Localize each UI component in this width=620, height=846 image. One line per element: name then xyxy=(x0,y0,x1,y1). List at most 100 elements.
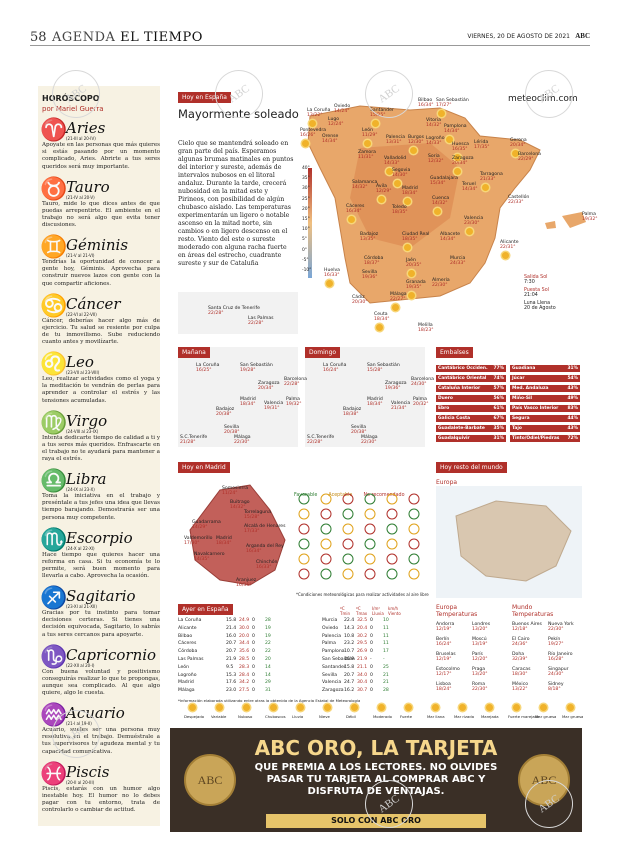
city-name: Barcelona xyxy=(284,377,307,382)
weather-legend-icon xyxy=(378,704,385,711)
city-name: Pekín xyxy=(548,637,561,642)
yesterday-value: 22 xyxy=(265,641,271,647)
sign-text: Toma la iniciativa en el trabajo y presé… xyxy=(42,493,160,521)
reservoir-row: Cataluña Interior 57% xyxy=(436,385,506,392)
city-name: Melilla xyxy=(418,323,433,328)
city-name: Doha xyxy=(512,652,525,657)
zodiac-icon: ♎ xyxy=(40,469,68,494)
reservoir-row: Guadalquivir 31% xyxy=(436,435,506,442)
city-name: Oviedo xyxy=(334,104,351,109)
sun-icon xyxy=(372,120,379,127)
sunday-city: Palma 20/32° xyxy=(413,397,429,407)
city-name: Orense xyxy=(322,134,339,139)
yesterday-value: 32.5 xyxy=(357,618,368,623)
city-temp: 24/33° xyxy=(450,261,466,266)
yesterday-value: 0 xyxy=(370,618,373,623)
city-name: Badajoz xyxy=(343,407,362,412)
city-name: Nueva York xyxy=(548,622,574,627)
city-label: Huesca 16/35° xyxy=(452,142,469,152)
eu_temps-city: Moscú 13/19° xyxy=(472,637,488,647)
scale-tick: 10° xyxy=(302,227,310,233)
horoscope-sign: ♉ Tauro (21-IV al 20-V) Tauro, mide lo que … xyxy=(40,178,160,237)
yesterday-value: 0 xyxy=(252,672,255,678)
sun-icon xyxy=(392,304,399,311)
scale-tick: 40° xyxy=(302,166,310,171)
activity-icon xyxy=(342,493,354,505)
sign-text: Apoyate en las personas que más quieres … xyxy=(42,142,160,170)
city-name: Albacete xyxy=(440,232,461,237)
activity-icon xyxy=(386,568,398,580)
scale-tick: -5° xyxy=(302,257,309,263)
city-temp: 21/28° xyxy=(180,440,196,445)
city-name: Alicante xyxy=(500,240,519,245)
activity-icon xyxy=(298,523,310,535)
horoscope-sign: ♎ Libra (24-IX al 23-X) Toma la iniciativa … xyxy=(40,471,160,529)
activity-grid xyxy=(298,493,420,580)
city-temp: 13/20° xyxy=(472,627,488,632)
city-label: Valladolid 14/33° xyxy=(384,156,406,166)
yesterday-value: 16.9 xyxy=(344,657,355,662)
sign-name: Sagitario xyxy=(66,587,136,605)
yesterday-value: 0 xyxy=(370,625,373,631)
city-name: Cuenca xyxy=(432,196,450,201)
city-temp: 22/28° xyxy=(284,382,300,387)
ad-cta[interactable]: SOLO CON ABC ORO xyxy=(266,814,486,828)
city-temp: 18/24° xyxy=(436,687,452,692)
sign-dates: (21-III al 20-IV) xyxy=(66,136,96,141)
activity-icon xyxy=(364,538,376,550)
city-name: Málaga xyxy=(234,435,251,440)
tomorrow-city: S.C.Tenerife 21/28° xyxy=(180,435,207,445)
tomorrow-city: Málaga 22/30° xyxy=(234,435,251,445)
sun-icon xyxy=(376,324,383,331)
city-label: Guadalajara 15/34° xyxy=(430,176,458,186)
city-label: Zamora 11/31° xyxy=(358,150,376,160)
reservoir-name: Ebro xyxy=(438,406,450,411)
city-name: Sevilla xyxy=(351,425,367,430)
city-label: Soria 12/32° xyxy=(428,154,444,164)
city-label: Pontevedra 16/26° xyxy=(300,128,326,138)
yesterday-value: 14 xyxy=(265,664,271,670)
city-name: Pamplona xyxy=(444,124,467,129)
yesterday-value: 21.9 xyxy=(357,657,368,662)
yesterday-value: 23.2 xyxy=(344,641,355,647)
site-link[interactable]: meteoclim.com xyxy=(508,94,578,104)
yesterday-value: 28.4 xyxy=(239,672,250,678)
yesterday-value: 0 xyxy=(370,680,373,686)
abc-oro-ad[interactable]: ABC ORO, LA TARJETA QUE PREMIA A LOS LEC… xyxy=(170,728,582,832)
weather-legend-icon xyxy=(567,704,574,711)
yesterday-city: Palencia xyxy=(322,633,342,639)
city-name: León xyxy=(362,128,374,133)
yesterday-value: 22.4 xyxy=(344,618,355,623)
weather-legend-icon xyxy=(270,704,277,711)
sunday-city: Badajoz 18/38° xyxy=(343,407,361,417)
city-temp: 15/34° xyxy=(430,181,446,186)
reservoir-value: 83% xyxy=(567,406,578,411)
city-name: S.C.Tenerife xyxy=(180,435,208,440)
date: VIERNES, 20 DE AGOSTO DE 2021 xyxy=(467,33,570,40)
yesterday-value: 24.9 xyxy=(239,618,250,623)
city-temp: 14/32° xyxy=(230,505,246,510)
sun-icon xyxy=(434,208,441,215)
city-temp: 16/34° xyxy=(418,103,434,108)
city-temp: 14/34° xyxy=(444,129,460,134)
world_temps-city: Buenos Aires 12/18° xyxy=(512,622,542,632)
reservoirs-tag: Embalses xyxy=(436,347,473,358)
sun-icon xyxy=(326,280,333,287)
ad-card-left: ABC xyxy=(184,754,236,806)
yesterday-value: 16.2 xyxy=(344,688,355,694)
city-temp: 17/35° xyxy=(474,145,490,150)
city-temp: 20/32° xyxy=(413,402,429,407)
reservoir-name: Miño-Sil xyxy=(512,396,533,401)
city-temp: 19/32° xyxy=(582,217,598,222)
city-name: México xyxy=(512,682,529,687)
city-label: Cádiz 20/30° xyxy=(352,295,368,305)
madrid-city: Aranjuez 16/35° xyxy=(236,578,256,588)
eu_temps-city: Bruselas 12/19° xyxy=(436,652,456,662)
city-name: Almería xyxy=(432,278,450,283)
yesterday-value: 20.4 xyxy=(357,625,368,631)
sun-icon xyxy=(446,136,453,143)
reservoir-value: 72% xyxy=(567,436,578,441)
city-name: Vitoria xyxy=(426,118,441,123)
city-temp: 22/30° xyxy=(361,440,377,445)
city-label: Alicante 22/31° xyxy=(500,240,519,250)
